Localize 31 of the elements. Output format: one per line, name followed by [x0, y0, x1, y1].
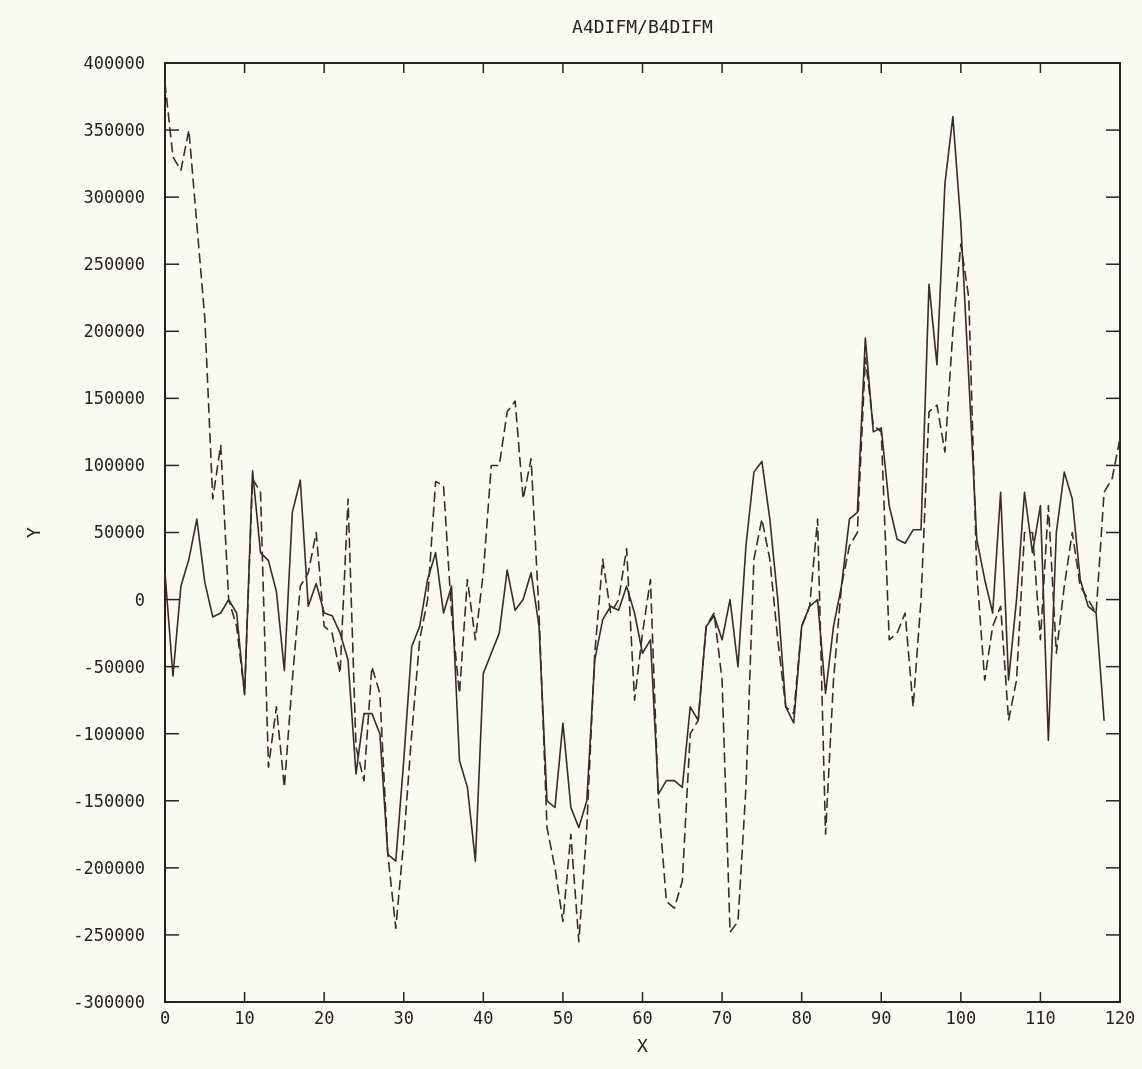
x-tick-label: 110: [1025, 1008, 1056, 1028]
y-tick-label: -300000: [73, 991, 145, 1012]
y-tick-label: -250000: [73, 924, 145, 945]
y-tick-label: -150000: [73, 790, 145, 811]
y-tick-label: 400000: [83, 52, 145, 73]
x-tick-label: 60: [632, 1008, 653, 1028]
x-tick-label: 0: [159, 1008, 171, 1028]
x-tick-label: 90: [871, 1008, 892, 1028]
x-tick-label: 10: [234, 1008, 255, 1028]
x-tick-label: 40: [473, 1008, 494, 1028]
y-tick-label: 300000: [83, 187, 145, 208]
x-tick-label: 70: [711, 1008, 733, 1028]
y-tick-label: 50000: [93, 522, 145, 543]
y-tick-label: 200000: [83, 321, 145, 342]
y-tick-label: 250000: [83, 254, 145, 275]
y-tick-label: 100000: [83, 455, 145, 476]
x-tick-label: 50: [552, 1008, 574, 1028]
x-tick-label: 30: [393, 1008, 414, 1028]
x-tick-label: 80: [791, 1008, 812, 1028]
chart-title: A4DIFM/B4DIFM: [572, 16, 714, 37]
y-tick-label: 150000: [83, 388, 145, 409]
y-axis-title: Y: [23, 526, 44, 538]
x-tick-label: 120: [1104, 1008, 1136, 1028]
y-tick-label: -200000: [73, 857, 145, 878]
y-tick-label: -100000: [73, 723, 145, 744]
y-tick-label: 0: [134, 589, 145, 610]
x-axis-title: X: [637, 1035, 649, 1056]
y-tick-label: -50000: [83, 656, 145, 677]
y-tick-label: 350000: [83, 120, 145, 141]
x-tick-label: 100: [945, 1008, 977, 1028]
x-tick-label: 20: [313, 1008, 335, 1028]
